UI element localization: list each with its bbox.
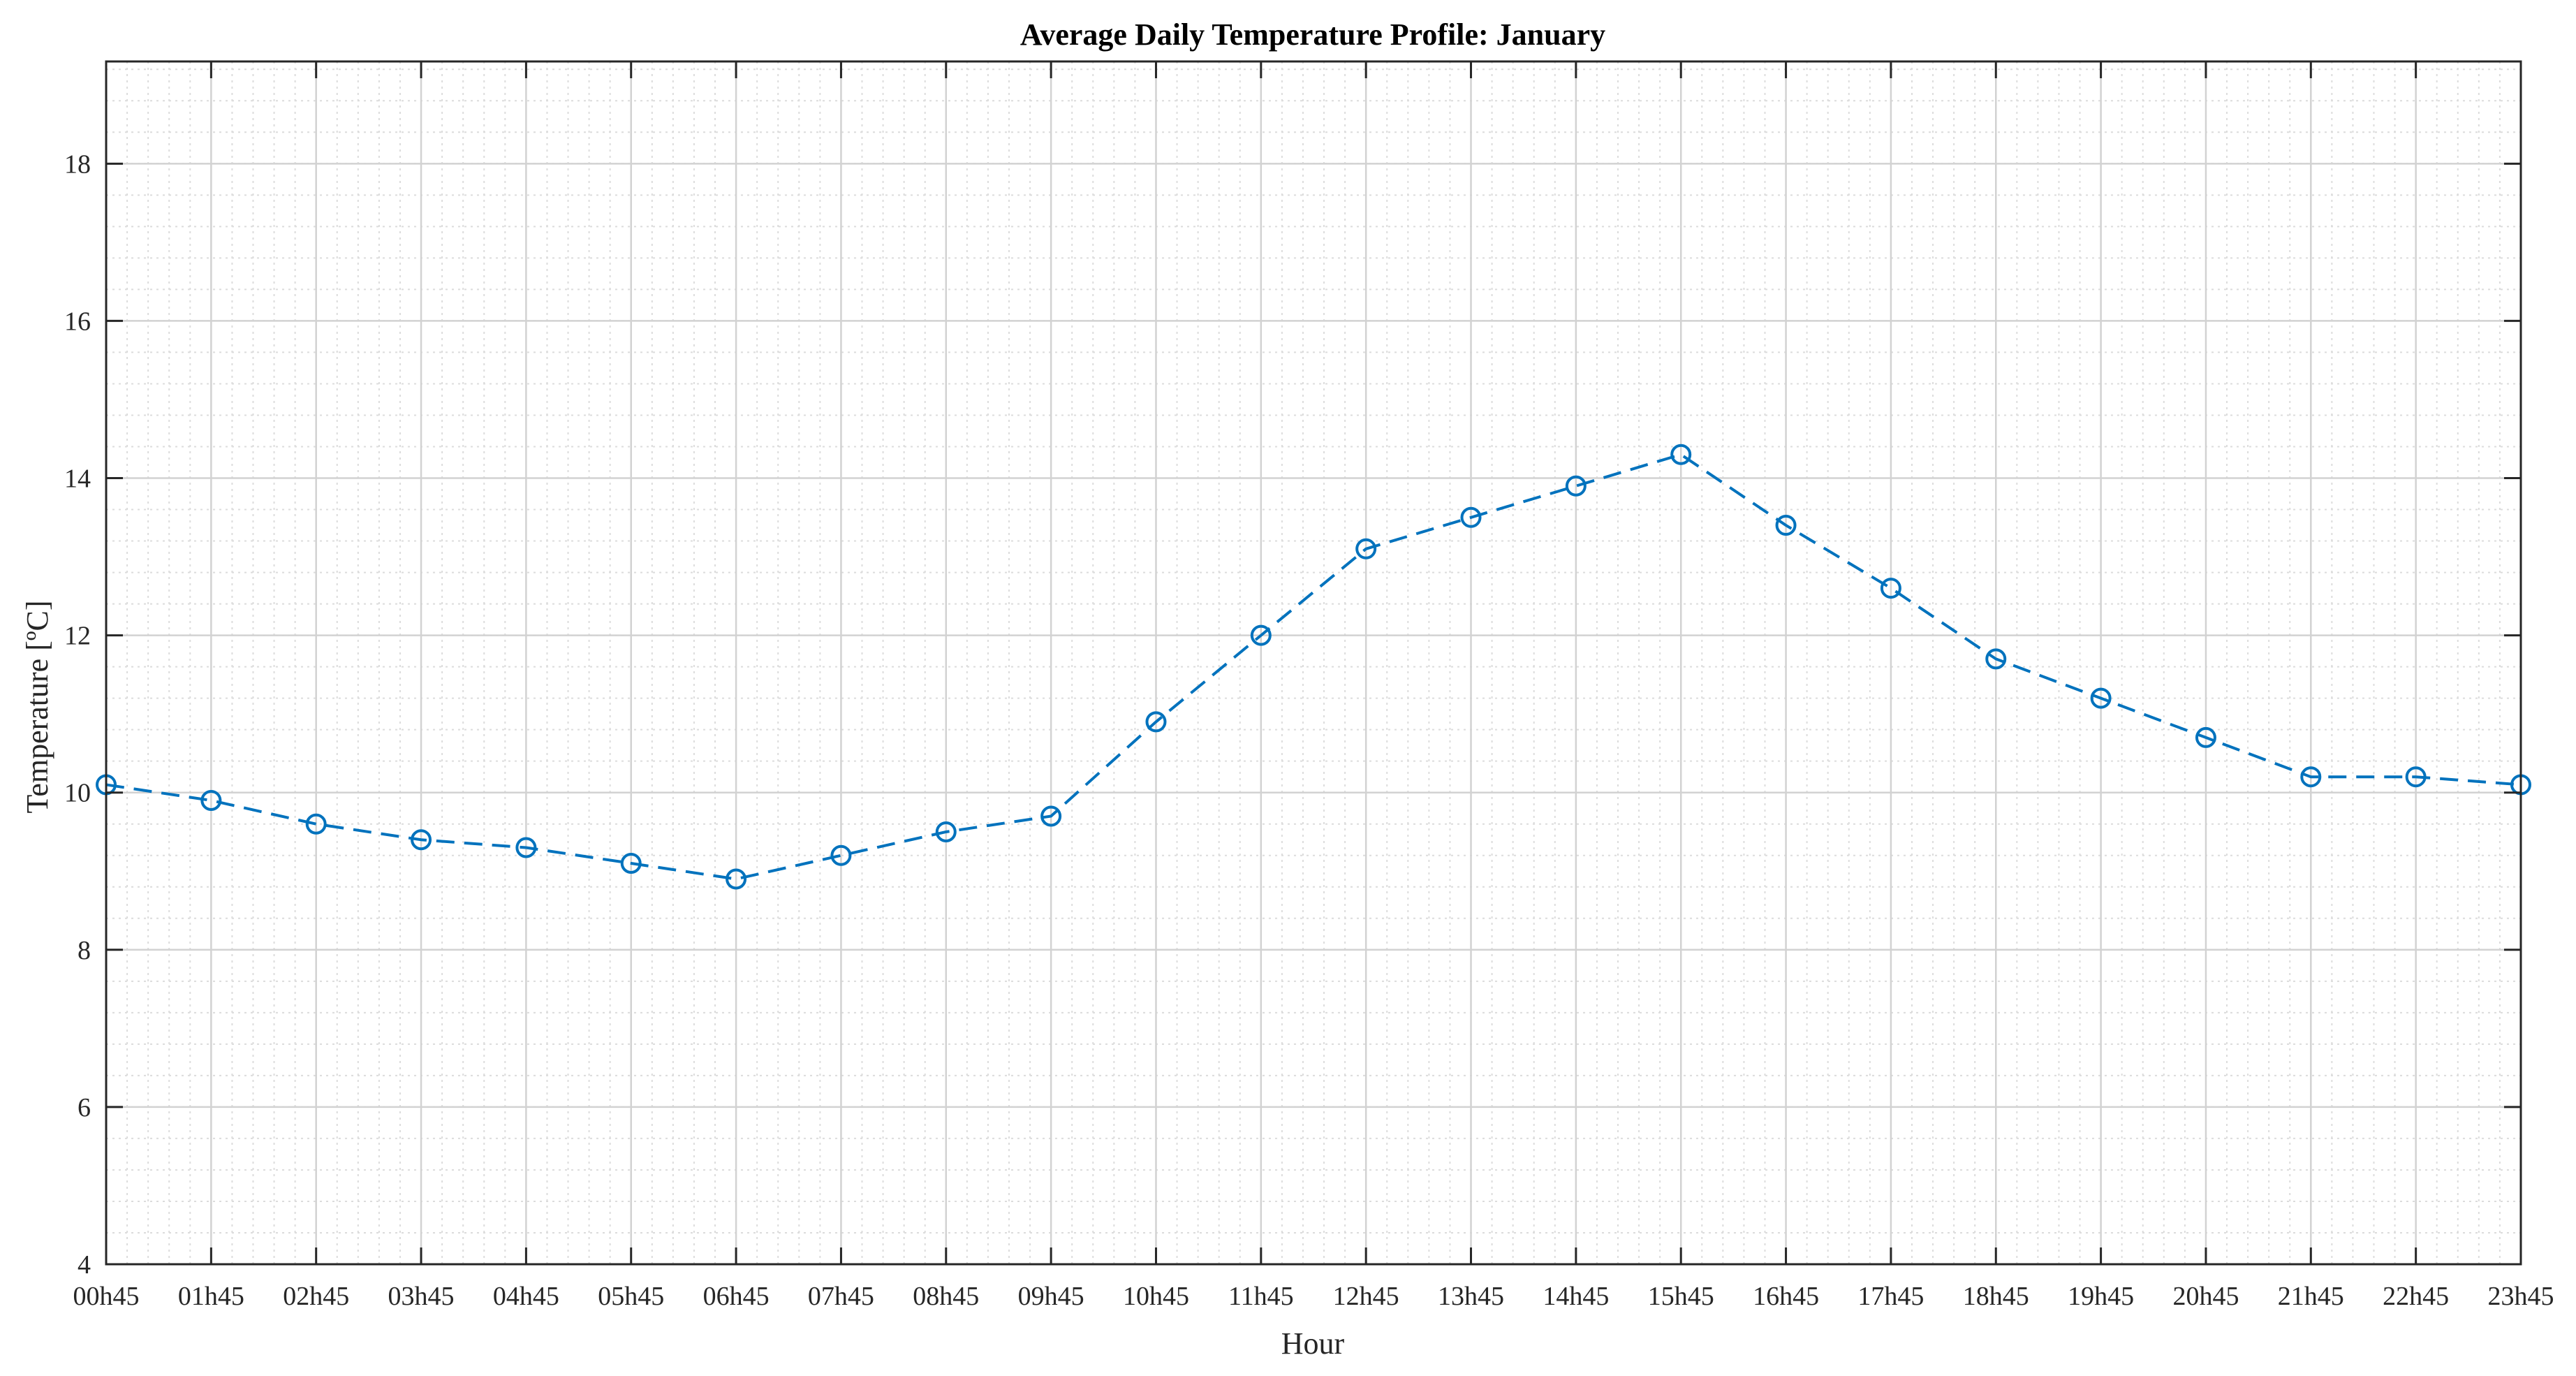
data-point-marker <box>1985 648 2007 670</box>
x-tick-label: 02h45 <box>283 1282 349 1311</box>
x-axis-label: Hour <box>1281 1326 1345 1361</box>
x-tick-label: 03h45 <box>388 1282 455 1311</box>
chart-title: Average Daily Temperature Profile: Janua… <box>1020 17 1605 52</box>
x-tick-label: 23h45 <box>2488 1282 2554 1311</box>
x-tick-label: 11h45 <box>1228 1282 1294 1311</box>
data-point-marker <box>2300 766 2322 788</box>
data-point-marker <box>1250 624 1272 646</box>
axes-layer: 4 6 8 10 12 14 16 18 00h45 01h45 02h45 03h45 04h45 05… <box>64 60 2554 1311</box>
y-tick-label: 12 <box>64 622 91 651</box>
y-tick-label: 4 <box>78 1250 91 1280</box>
data-point-marker <box>411 829 432 851</box>
y-tick-label: 10 <box>64 779 91 808</box>
x-tick-label: 20h45 <box>2172 1282 2239 1311</box>
data-point-marker <box>1460 506 1482 528</box>
x-tick-label: 15h45 <box>1648 1282 1714 1311</box>
y-axis-label: Temperature [ºC] <box>20 601 54 814</box>
x-tick-label: 07h45 <box>808 1282 874 1311</box>
x-tick-label: 09h45 <box>1018 1282 1084 1311</box>
x-tick-label: 12h45 <box>1333 1282 1399 1311</box>
data-point-marker <box>830 844 852 866</box>
data-point-marker <box>305 813 327 835</box>
y-tick-label: 14 <box>64 464 91 494</box>
data-point-marker <box>2090 687 2112 709</box>
data-point-marker <box>1775 515 1797 536</box>
x-tick-label: 18h45 <box>1963 1282 2029 1311</box>
data-point-marker <box>1145 711 1167 733</box>
y-tick-label: 8 <box>78 936 91 965</box>
data-point-marker <box>2405 766 2427 788</box>
data-point-marker <box>1565 475 1587 497</box>
data-point-marker <box>935 821 957 842</box>
x-tick-label: 08h45 <box>913 1282 979 1311</box>
data-point-marker <box>200 789 222 811</box>
x-tick-label: 01h45 <box>178 1282 244 1311</box>
y-tick-label: 6 <box>78 1093 91 1122</box>
data-point-marker <box>620 853 642 874</box>
x-tick-label: 05h45 <box>598 1282 664 1311</box>
x-tick-label: 21h45 <box>2278 1282 2344 1311</box>
series-layer <box>96 444 2531 890</box>
x-tick-label: 22h45 <box>2383 1282 2449 1311</box>
x-tick-label: 04h45 <box>493 1282 559 1311</box>
data-point-marker <box>515 837 537 858</box>
series-line <box>105 453 2522 881</box>
x-tick-label: 13h45 <box>1438 1282 1504 1311</box>
x-tick-label: 17h45 <box>1857 1282 1924 1311</box>
y-tick-label: 16 <box>64 307 91 336</box>
y-tick-label: 18 <box>64 149 91 179</box>
x-tick-label: 19h45 <box>2068 1282 2134 1311</box>
x-tick-label: 10h45 <box>1123 1282 1189 1311</box>
data-point-marker <box>1670 444 1692 465</box>
data-point-marker <box>1355 538 1377 559</box>
data-point-marker <box>2195 726 2216 748</box>
x-tick-label: 16h45 <box>1753 1282 1819 1311</box>
x-tick-label: 14h45 <box>1543 1282 1609 1311</box>
data-point-marker <box>1880 578 1901 599</box>
data-point-marker <box>1040 805 1062 827</box>
data-point-marker <box>726 868 747 890</box>
plot-frame <box>105 60 2522 1266</box>
x-tick-label: 06h45 <box>703 1282 770 1311</box>
x-tick-label: 00h45 <box>73 1282 140 1311</box>
